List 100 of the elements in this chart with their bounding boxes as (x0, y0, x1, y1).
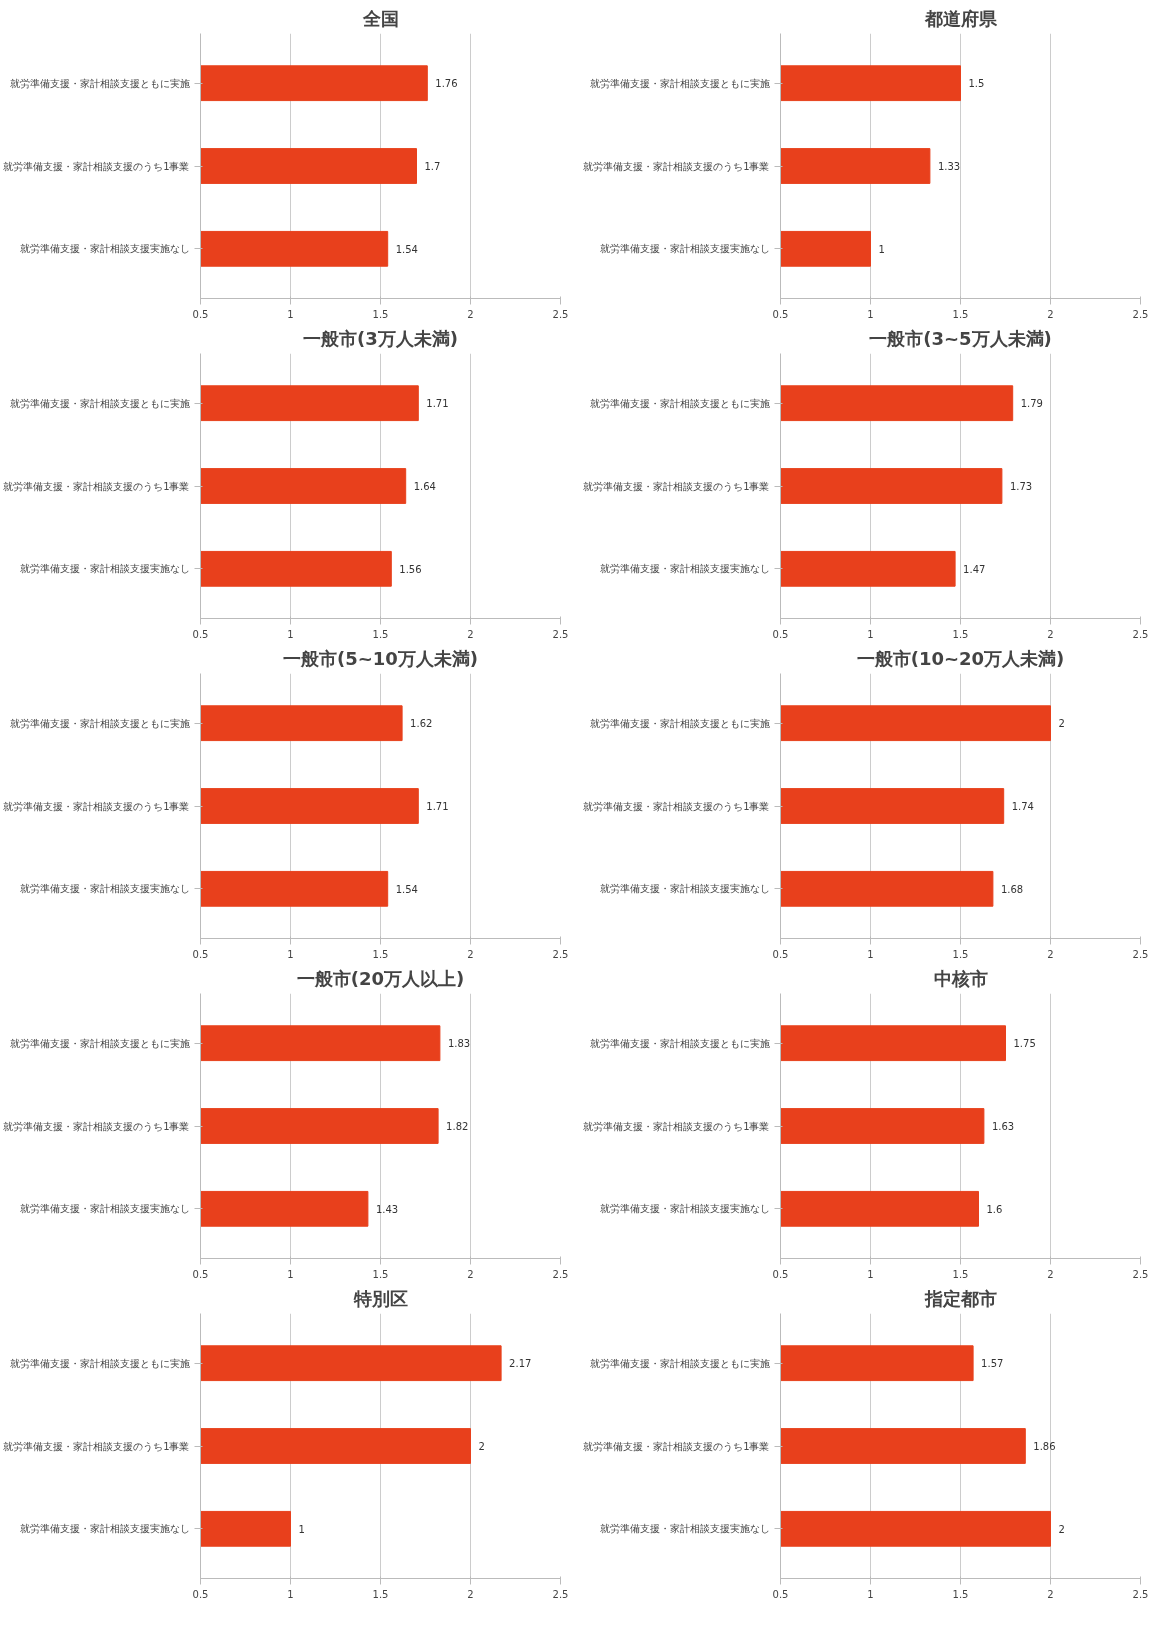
y-tick-label: 就労準備支援・家計相談支援のうち1事業 (583, 800, 770, 812)
y-tick-label: 就労準備支援・家計相談支援実施なし (599, 1203, 770, 1215)
x-tick-label: 2.5 (1132, 308, 1149, 320)
y-tick-label: 就労準備支援・家計相談支援ともに実施 (9, 1037, 190, 1049)
x-tick-label: 1.5 (952, 628, 969, 640)
y-tick-label: 就労準備支援・家計相談支援実施なし (599, 243, 770, 255)
chart-title: 一般市(3万人未満) (303, 327, 458, 349)
y-tick-label: 就労準備支援・家計相談支援のうち1事業 (3, 160, 190, 172)
x-tick-label: 2 (1047, 948, 1054, 960)
y-tick-label: 就労準備支援・家計相談支援実施なし (19, 243, 190, 255)
y-tick-label: 就労準備支援・家計相談支援実施なし (599, 1523, 770, 1535)
data-label: 1.71 (426, 398, 449, 410)
x-tick-label: 2.5 (1132, 948, 1149, 960)
data-label: 1.82 (446, 1121, 469, 1132)
y-tick-label: 就労準備支援・家計相談支援ともに実施 (9, 397, 190, 409)
data-label: 1.73 (1009, 481, 1033, 492)
chart-title: 一般市(5~10万人未満) (282, 647, 479, 669)
x-tick-label: 1.5 (952, 308, 969, 320)
data-label: 2 (1058, 1523, 1065, 1535)
y-tick-label: 就労準備支援・家計相談支援のうち1事業 (3, 800, 190, 812)
data-label: 1.74 (1011, 801, 1034, 812)
data-label: 1 (298, 1523, 305, 1535)
data-label: 1.43 (375, 1203, 399, 1215)
y-tick-label: 就労準備支援・家計相談支援ともに実施 (9, 1357, 190, 1369)
data-label: 1.33 (937, 161, 961, 172)
data-label: 1.64 (413, 481, 436, 492)
x-tick-label: 2.5 (552, 1268, 569, 1280)
x-tick-label: 2 (1047, 1268, 1054, 1280)
x-tick-label: 1.5 (372, 1268, 389, 1280)
y-tick-label: 就労準備支援・家計相談支援のうち1事業 (3, 1120, 190, 1132)
x-tick-label: 1 (867, 628, 874, 640)
x-tick-label: 2.5 (552, 1588, 569, 1600)
y-tick-label: 就労準備支援・家計相談支援実施なし (19, 1523, 190, 1535)
x-tick-label: 1 (867, 308, 874, 320)
x-tick-label: 0.5 (192, 1268, 209, 1280)
x-tick-label: 2 (467, 948, 474, 960)
x-tick-label: 2.5 (552, 948, 569, 960)
x-tick-label: 1 (867, 1588, 874, 1600)
x-tick-label: 0.5 (192, 948, 209, 960)
x-tick-label: 1 (287, 948, 294, 960)
chart-title: 指定都市 (923, 1287, 997, 1309)
x-tick-label: 1 (867, 1268, 874, 1280)
x-tick-label: 1 (287, 308, 294, 320)
y-tick-label: 就労準備支援・家計相談支援のうち1事業 (583, 480, 770, 492)
x-tick-label: 0.5 (772, 948, 789, 960)
x-tick-label: 1.5 (952, 948, 969, 960)
y-tick-label: 就労準備支援・家計相談支援ともに実施 (9, 77, 190, 89)
y-tick-label: 就労準備支援・家計相談支援実施なし (19, 563, 190, 575)
data-label: 1.62 (410, 718, 433, 730)
x-tick-label: 0.5 (772, 308, 789, 320)
data-label: 1.83 (447, 1038, 471, 1050)
data-label: 2 (1058, 718, 1065, 730)
data-label: 1.5 (968, 78, 985, 90)
x-tick-label: 0.5 (192, 1588, 209, 1600)
chart-title: 全国 (361, 7, 399, 29)
x-tick-label: 1.5 (372, 308, 389, 320)
x-tick-label: 0.5 (772, 1588, 789, 1600)
data-label: 2 (478, 1441, 485, 1452)
x-tick-label: 0.5 (192, 308, 209, 320)
x-tick-label: 2.5 (552, 308, 569, 320)
x-tick-label: 2 (467, 1268, 474, 1280)
x-tick-label: 0.5 (192, 628, 209, 640)
data-label: 2.17 (509, 1358, 532, 1370)
x-tick-label: 1 (867, 948, 874, 960)
data-label: 1.68 (1000, 883, 1024, 895)
chart-title: 一般市(3~5万人未満) (869, 327, 1052, 349)
chart-title: 一般市(20万人以上) (296, 967, 465, 989)
chart-title: 中核市 (933, 967, 988, 989)
data-label: 1.75 (1013, 1038, 1036, 1050)
y-tick-label: 就労準備支援・家計相談支援実施なし (599, 563, 770, 575)
data-label: 1.57 (981, 1358, 1004, 1370)
x-tick-label: 2 (1047, 628, 1054, 640)
x-tick-label: 0.5 (772, 1268, 789, 1280)
data-label: 1 (878, 243, 885, 255)
x-tick-label: 2 (1047, 308, 1054, 320)
y-tick-label: 就労準備支援・家計相談支援ともに実施 (589, 717, 770, 729)
x-tick-label: 1.5 (952, 1268, 969, 1280)
x-tick-label: 2 (1047, 1588, 1054, 1600)
y-tick-label: 就労準備支援・家計相談支援のうち1事業 (583, 160, 770, 172)
y-tick-label: 就労準備支援・家計相談支援ともに実施 (589, 77, 770, 89)
x-tick-label: 1.5 (952, 1588, 969, 1600)
data-label: 1.54 (395, 883, 418, 895)
x-tick-label: 0.5 (772, 628, 789, 640)
data-label: 1.71 (426, 801, 449, 812)
x-tick-label: 1.5 (372, 948, 389, 960)
x-tick-label: 1.5 (372, 1588, 389, 1600)
data-label: 1.86 (1033, 1441, 1056, 1452)
y-tick-label: 就労準備支援・家計相談支援のうち1事業 (583, 1120, 770, 1132)
x-tick-label: 1.5 (372, 628, 389, 640)
x-tick-label: 2.5 (1132, 628, 1149, 640)
y-tick-label: 就労準備支援・家計相談支援実施なし (19, 883, 190, 895)
data-label: 1.6 (986, 1203, 1003, 1215)
y-tick-label: 就労準備支援・家計相談支援実施なし (599, 883, 770, 895)
data-label: 1.56 (399, 563, 422, 575)
x-tick-label: 2 (467, 308, 474, 320)
y-tick-label: 就労準備支援・家計相談支援ともに実施 (589, 1357, 770, 1369)
chart-title: 都道府県 (923, 7, 998, 29)
data-label: 1.76 (435, 78, 458, 90)
x-tick-label: 2.5 (1132, 1268, 1149, 1280)
y-tick-label: 就労準備支援・家計相談支援のうち1事業 (583, 1440, 770, 1452)
